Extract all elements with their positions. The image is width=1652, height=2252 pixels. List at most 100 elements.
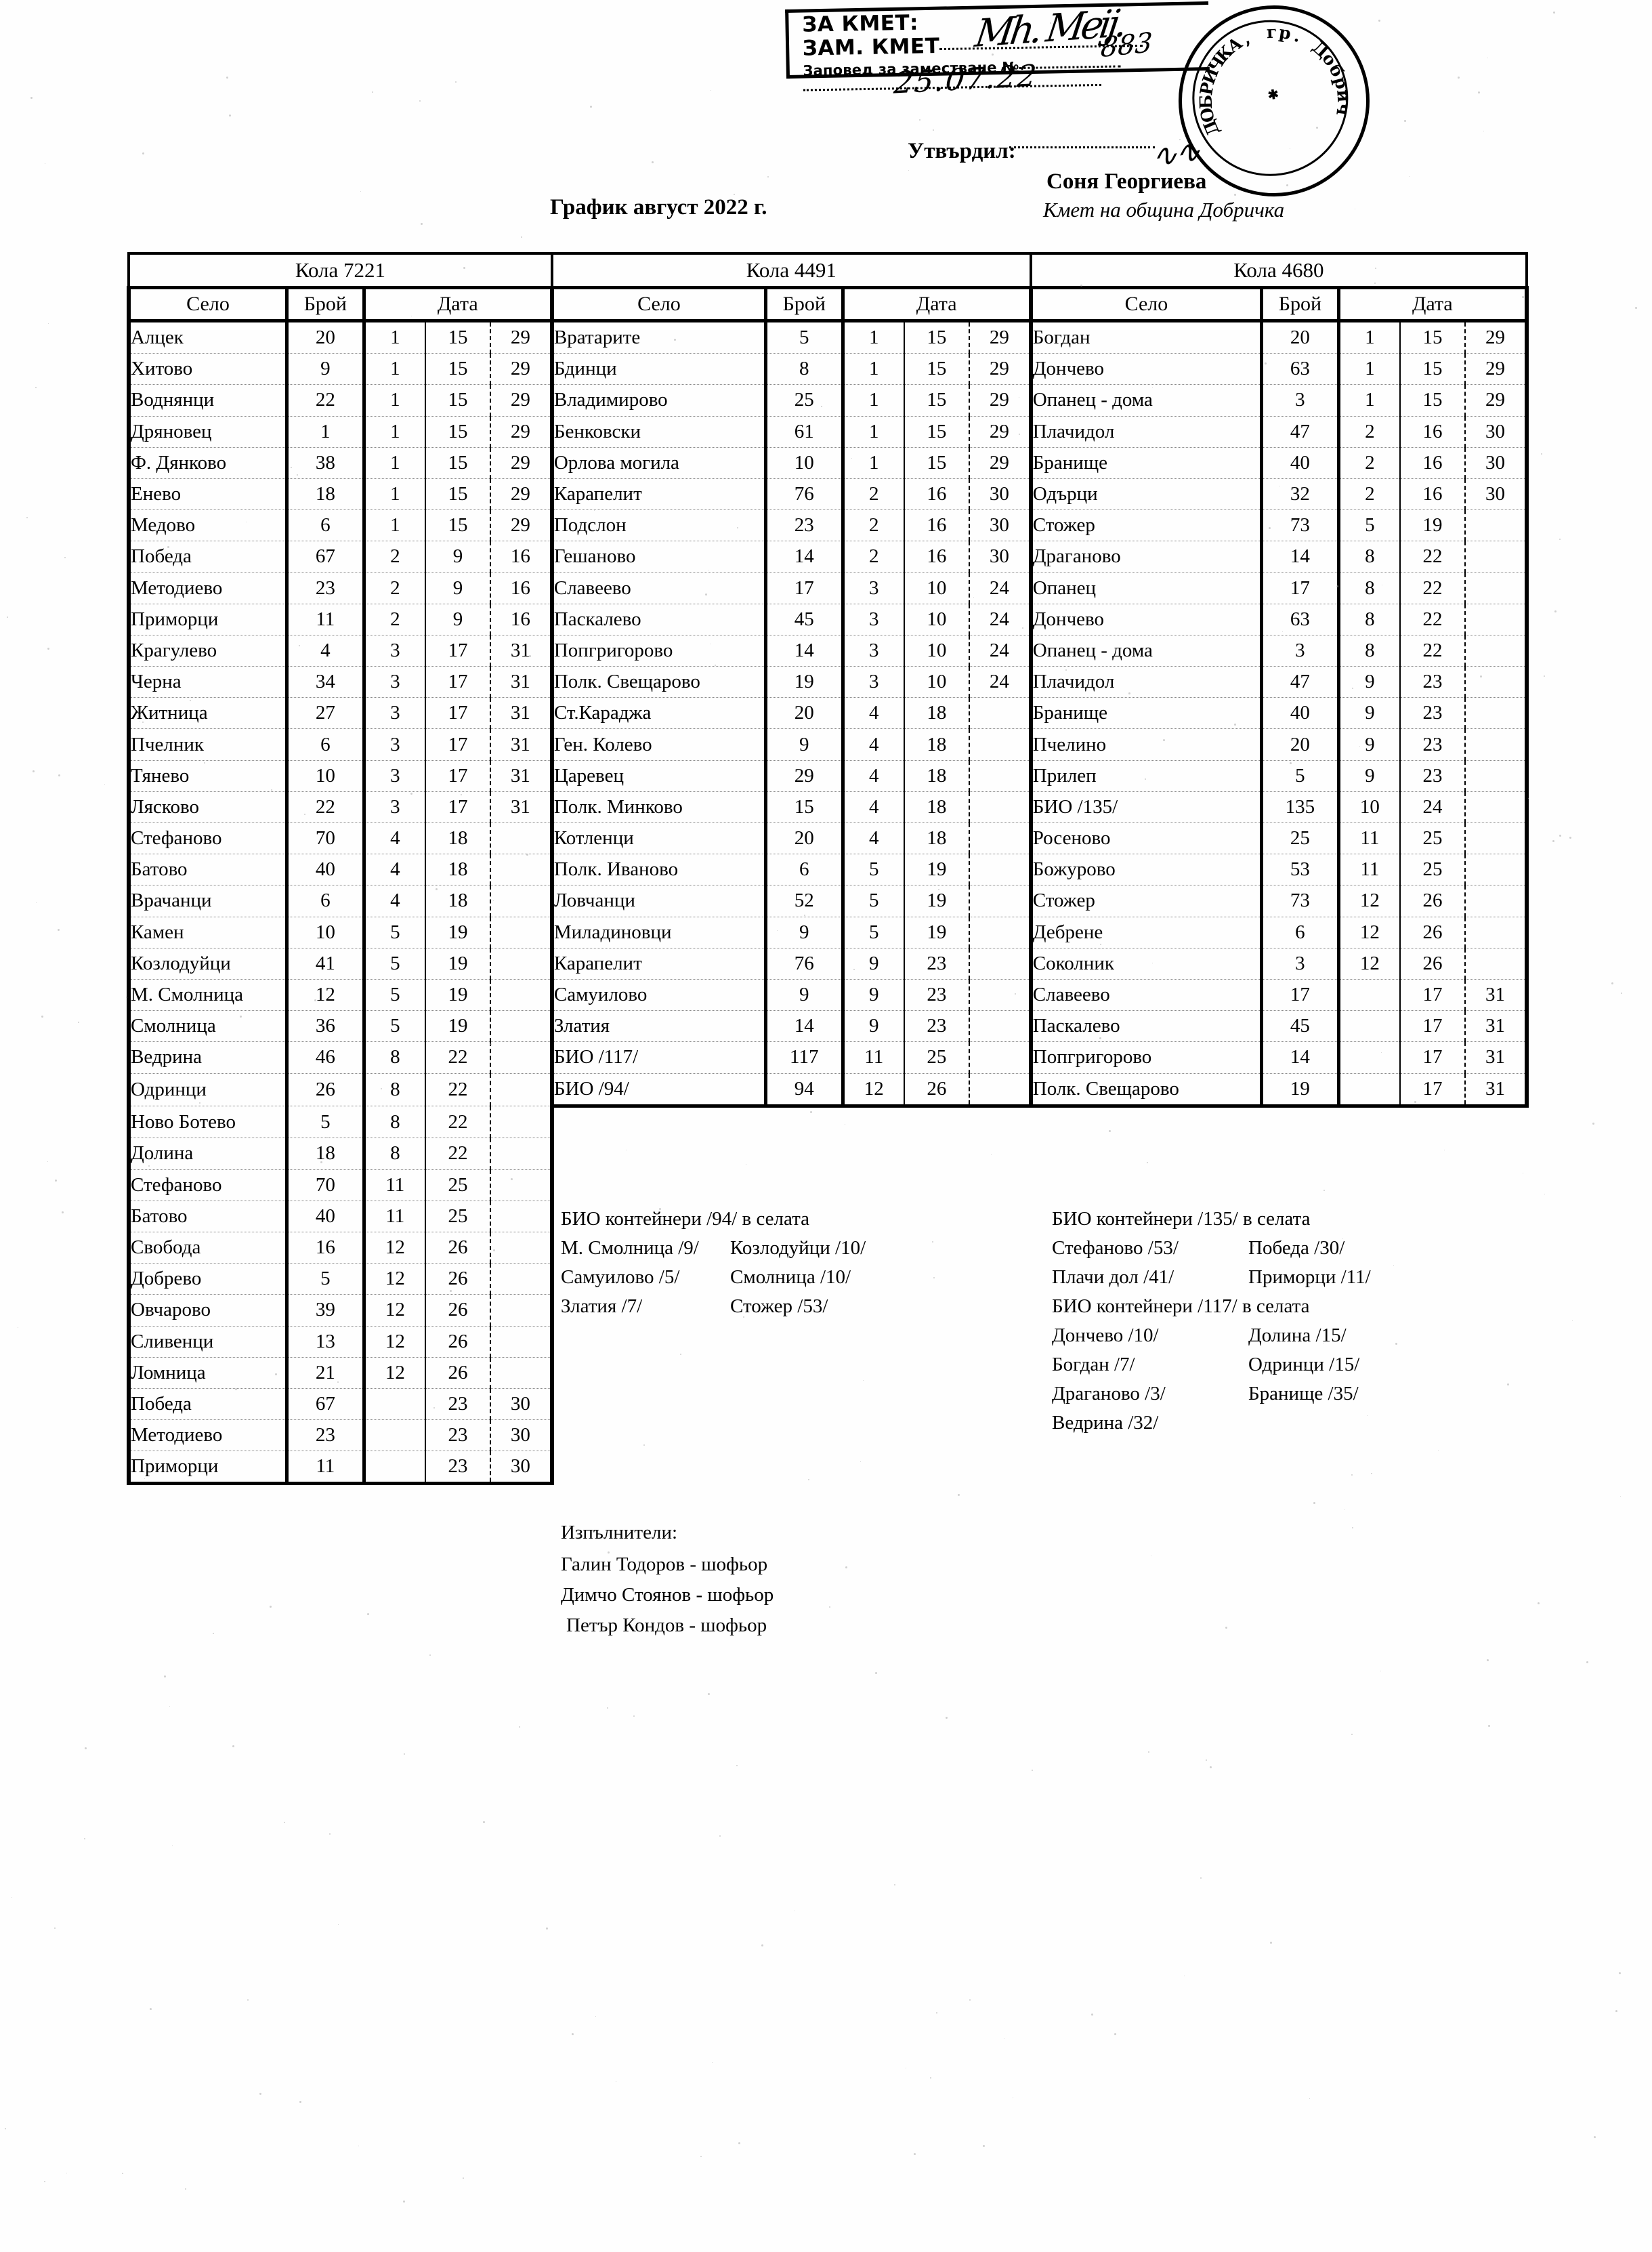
cell-selo: Методиево [127,572,287,604]
cell-date-1 [1338,1010,1401,1043]
cell-date-3: 30 [489,1451,552,1486]
cell-broi: 14 [1260,1041,1340,1074]
cell-date-1: 10 [1338,791,1401,824]
cell-selo: Овчарово [127,1294,287,1327]
table-row: Приморци 11 23 30 [127,1451,1527,1486]
cell-date-1: 12 [843,1073,904,1108]
cell-date-1: 5 [364,917,426,948]
cell-date-3: 30 [968,541,1031,573]
cell-selo: Полк. Свещарово [1028,1073,1262,1108]
cell-date-2: 23 [1399,728,1466,761]
cell-date-1 [1338,1041,1401,1074]
cell-date-2: 15 [425,447,490,479]
cell-date-2: 17 [425,791,490,824]
cell-date-1: 11 [1338,822,1401,855]
cell-date-3: 29 [489,447,552,479]
cell-selo: Дончево [1028,604,1262,635]
cell-date-2: 16 [1399,416,1466,448]
schedule-table-body: Алцек 20 1 15 29 Вратарите 5 1 15 29 Богдан 20 1 15 29… [127,320,1529,1486]
handwritten-date: 25.07.22 [892,58,1040,101]
cell-broi: 40 [285,854,366,886]
cell-date-2: 9 [425,572,490,604]
cell-broi: 135 [1260,791,1340,824]
colhead-selo-2: Село [549,287,766,322]
table-row: Воднянци 22 1 15 29 Владимирово 25 1 15 29 Опанец … [127,384,1529,417]
cell-selo: Златия [549,1010,766,1043]
table-row: Методиево 23 2 9 16 Славеево 17 3 10 24 Опанец 17 8 2… [127,572,1529,604]
cell-broi: 40 [285,1201,366,1232]
table-row: Батово 40 11 25 [127,1201,1527,1232]
cell-broi: 22 [285,384,366,417]
cell-date-3 [968,1073,1031,1108]
cell-broi: 17 [763,572,845,604]
cell-date-1: 5 [843,917,904,948]
note-pair: Драганово /3/Бранище /35/ [1052,1379,1526,1409]
table-row: Ново Ботево 5 8 22 [127,1106,1527,1139]
cell-broi: 18 [285,1138,366,1170]
cell-date-2: 15 [425,320,490,354]
cell-date-2: 10 [903,572,969,604]
cell-date-3 [1464,635,1529,667]
cell-date-3: 24 [968,666,1031,698]
cell-selo: Плачидол [1028,416,1262,448]
cell-date-3: 24 [968,604,1031,635]
cell-broi: 41 [285,948,366,980]
note-pair-right [1248,1409,1438,1438]
cell-date-3: 29 [1464,320,1529,354]
performers-title: Изпълнители: [561,1522,678,1543]
cell-date-3 [489,1073,552,1106]
car-header-1: Кола 7221 [127,252,553,289]
cell-selo: Стефаново [127,822,287,855]
cell-date-2: 16 [1399,478,1466,511]
cell-date-2: 25 [1399,822,1466,855]
cell-selo: Ломница [127,1357,287,1389]
cell-broi: 20 [763,697,845,730]
note-pair-right: Бранище /35/ [1248,1383,1359,1404]
cell-date-3 [968,885,1031,917]
cell-selo: Орлова могила [549,447,766,479]
cell-date-3: 29 [1464,353,1529,385]
cell-selo: Плачидол [1028,666,1262,698]
cell-date-3: 31 [1464,1010,1529,1043]
cell-date-3 [1464,791,1529,824]
colhead-data-3: Дата [1338,287,1529,322]
cell-broi: 73 [1260,885,1340,917]
cell-selo: Ново Ботево [127,1106,287,1139]
cell-broi: 11 [285,1451,366,1486]
cell-date-2: 16 [903,541,969,573]
cell-date-1: 3 [364,666,426,698]
table-row: Ломница 21 12 26 [127,1357,1527,1389]
cell-selo: Бенковски [549,416,766,448]
cell-selo: Ф. Дянково [127,447,287,479]
cell-date-3 [489,1010,552,1043]
cell-broi: 15 [763,791,845,824]
cell-selo: Ген. Колево [549,728,766,761]
cell-date-3 [1464,822,1529,855]
cell-date-2: 17 [425,728,490,761]
cell-selo: Смолница [127,1010,287,1043]
table-row: М. Смолница 12 5 19 Самуилово 9 9 23 Славеево 17 1… [127,979,1529,1012]
cell-broi: 6 [1260,917,1340,948]
cell-selo: Полк. Свещарово [549,666,766,698]
cell-date-1: 2 [364,572,426,604]
cell-date-2: 22 [1399,635,1466,667]
cell-date-1: 1 [364,416,426,448]
cell-selo: БИО /135/ [1028,791,1262,824]
cell-selo: БИО /94/ [549,1073,766,1108]
cell-date-1: 1 [1338,353,1401,385]
cell-broi: 25 [1260,822,1340,855]
cell-date-3: 29 [1464,384,1529,417]
cell-date-2: 15 [903,320,969,354]
cell-selo: Медово [127,509,287,542]
performers-block: Изпълнители: Галин Тодоров - шофьор Димчо… [561,1518,774,1641]
cell-date-1: 4 [364,854,426,886]
car-header-2: Кола 4491 [550,252,1032,289]
cell-selo: Бдинци [549,353,766,385]
cell-broi: 76 [763,948,845,980]
cell-broi: 19 [1260,1073,1340,1108]
cell-date-3: 31 [489,728,552,761]
cell-selo: Соколник [1028,948,1262,980]
performer-item: Димчо Стоянов - шофьор [561,1584,774,1606]
cell-date-2: 22 [1399,572,1466,604]
